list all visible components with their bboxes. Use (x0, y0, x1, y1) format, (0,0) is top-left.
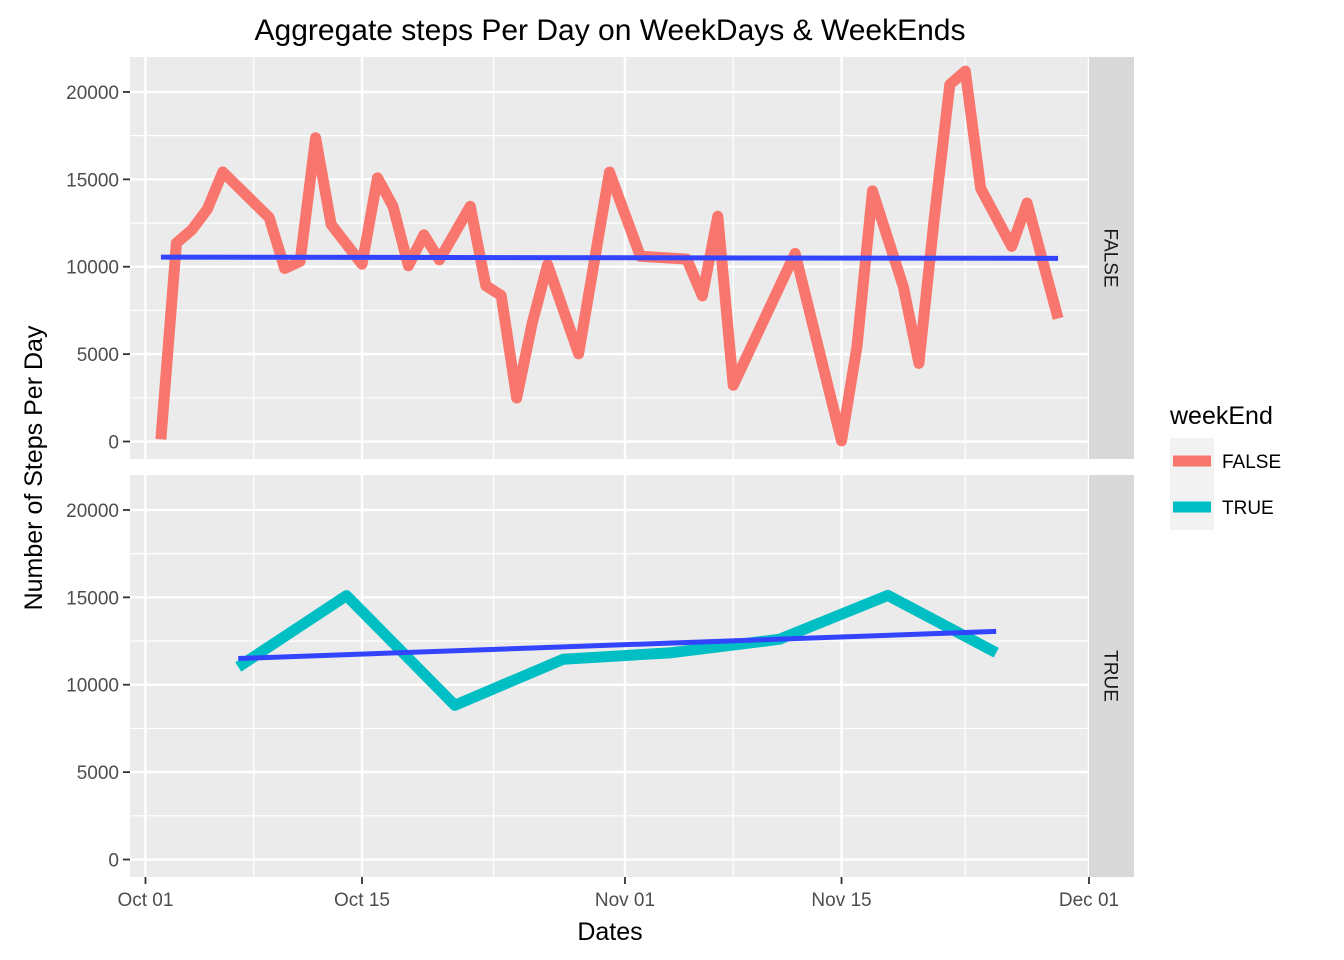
y-tick-label: 15000 (66, 588, 119, 609)
x-axis-ticks: Oct 01 Oct 15 Nov 01 Nov 15 Dec 01 (117, 877, 1119, 911)
y-axis-label: Number of Steps Per Day (20, 325, 48, 610)
x-tick-label: Dec 01 (1059, 890, 1119, 911)
legend-label-false: FALSE (1222, 452, 1281, 473)
strip-label-true: TRUE (1100, 650, 1121, 702)
legend-title: weekEnd (1169, 402, 1273, 430)
panel-true: TRUE 0 5000 10000 15000 20000 (66, 475, 1134, 877)
y-tick-label: 5000 (77, 345, 119, 366)
series-line-true (235, 589, 999, 711)
y-tick-label: 15000 (66, 170, 119, 191)
legend-entries: FALSE TRUE (1170, 438, 1281, 530)
x-tick-label: Oct 01 (117, 890, 173, 911)
trend-line-false (160, 254, 1059, 261)
trend-line-true (238, 628, 997, 662)
strip-background (1089, 475, 1134, 877)
x-tick-label: Oct 15 (334, 890, 390, 911)
strip-label-false: FALSE (1100, 228, 1121, 287)
chart-title: Aggregate steps Per Day on WeekDays & We… (255, 14, 966, 47)
minor-gridlines (130, 475, 1089, 877)
panel-background (130, 475, 1089, 877)
y-tick-label: 0 (108, 851, 119, 872)
y-axis-ticks: 0 5000 10000 15000 20000 (66, 501, 130, 872)
panel-false: FALSE 0 5000 10000 15000 20000 (66, 57, 1134, 459)
y-tick-label: 10000 (66, 258, 119, 279)
x-tick-label: Nov 01 (595, 890, 655, 911)
strip-background (1089, 57, 1134, 459)
y-tick-label: 20000 (66, 501, 119, 522)
legend: weekEnd FALSE TRUE (1169, 402, 1281, 530)
x-axis-label: Dates (577, 918, 642, 946)
y-tick-label: 20000 (66, 83, 119, 104)
y-axis-ticks: 0 5000 10000 15000 20000 (66, 83, 130, 454)
y-tick-label: 10000 (66, 676, 119, 697)
series-line-false (155, 65, 1064, 447)
y-tick-label: 0 (108, 433, 119, 454)
legend-label-true: TRUE (1222, 498, 1274, 519)
major-gridlines (130, 475, 1091, 877)
y-tick-label: 5000 (77, 763, 119, 784)
x-tick-label: Nov 15 (811, 890, 871, 911)
